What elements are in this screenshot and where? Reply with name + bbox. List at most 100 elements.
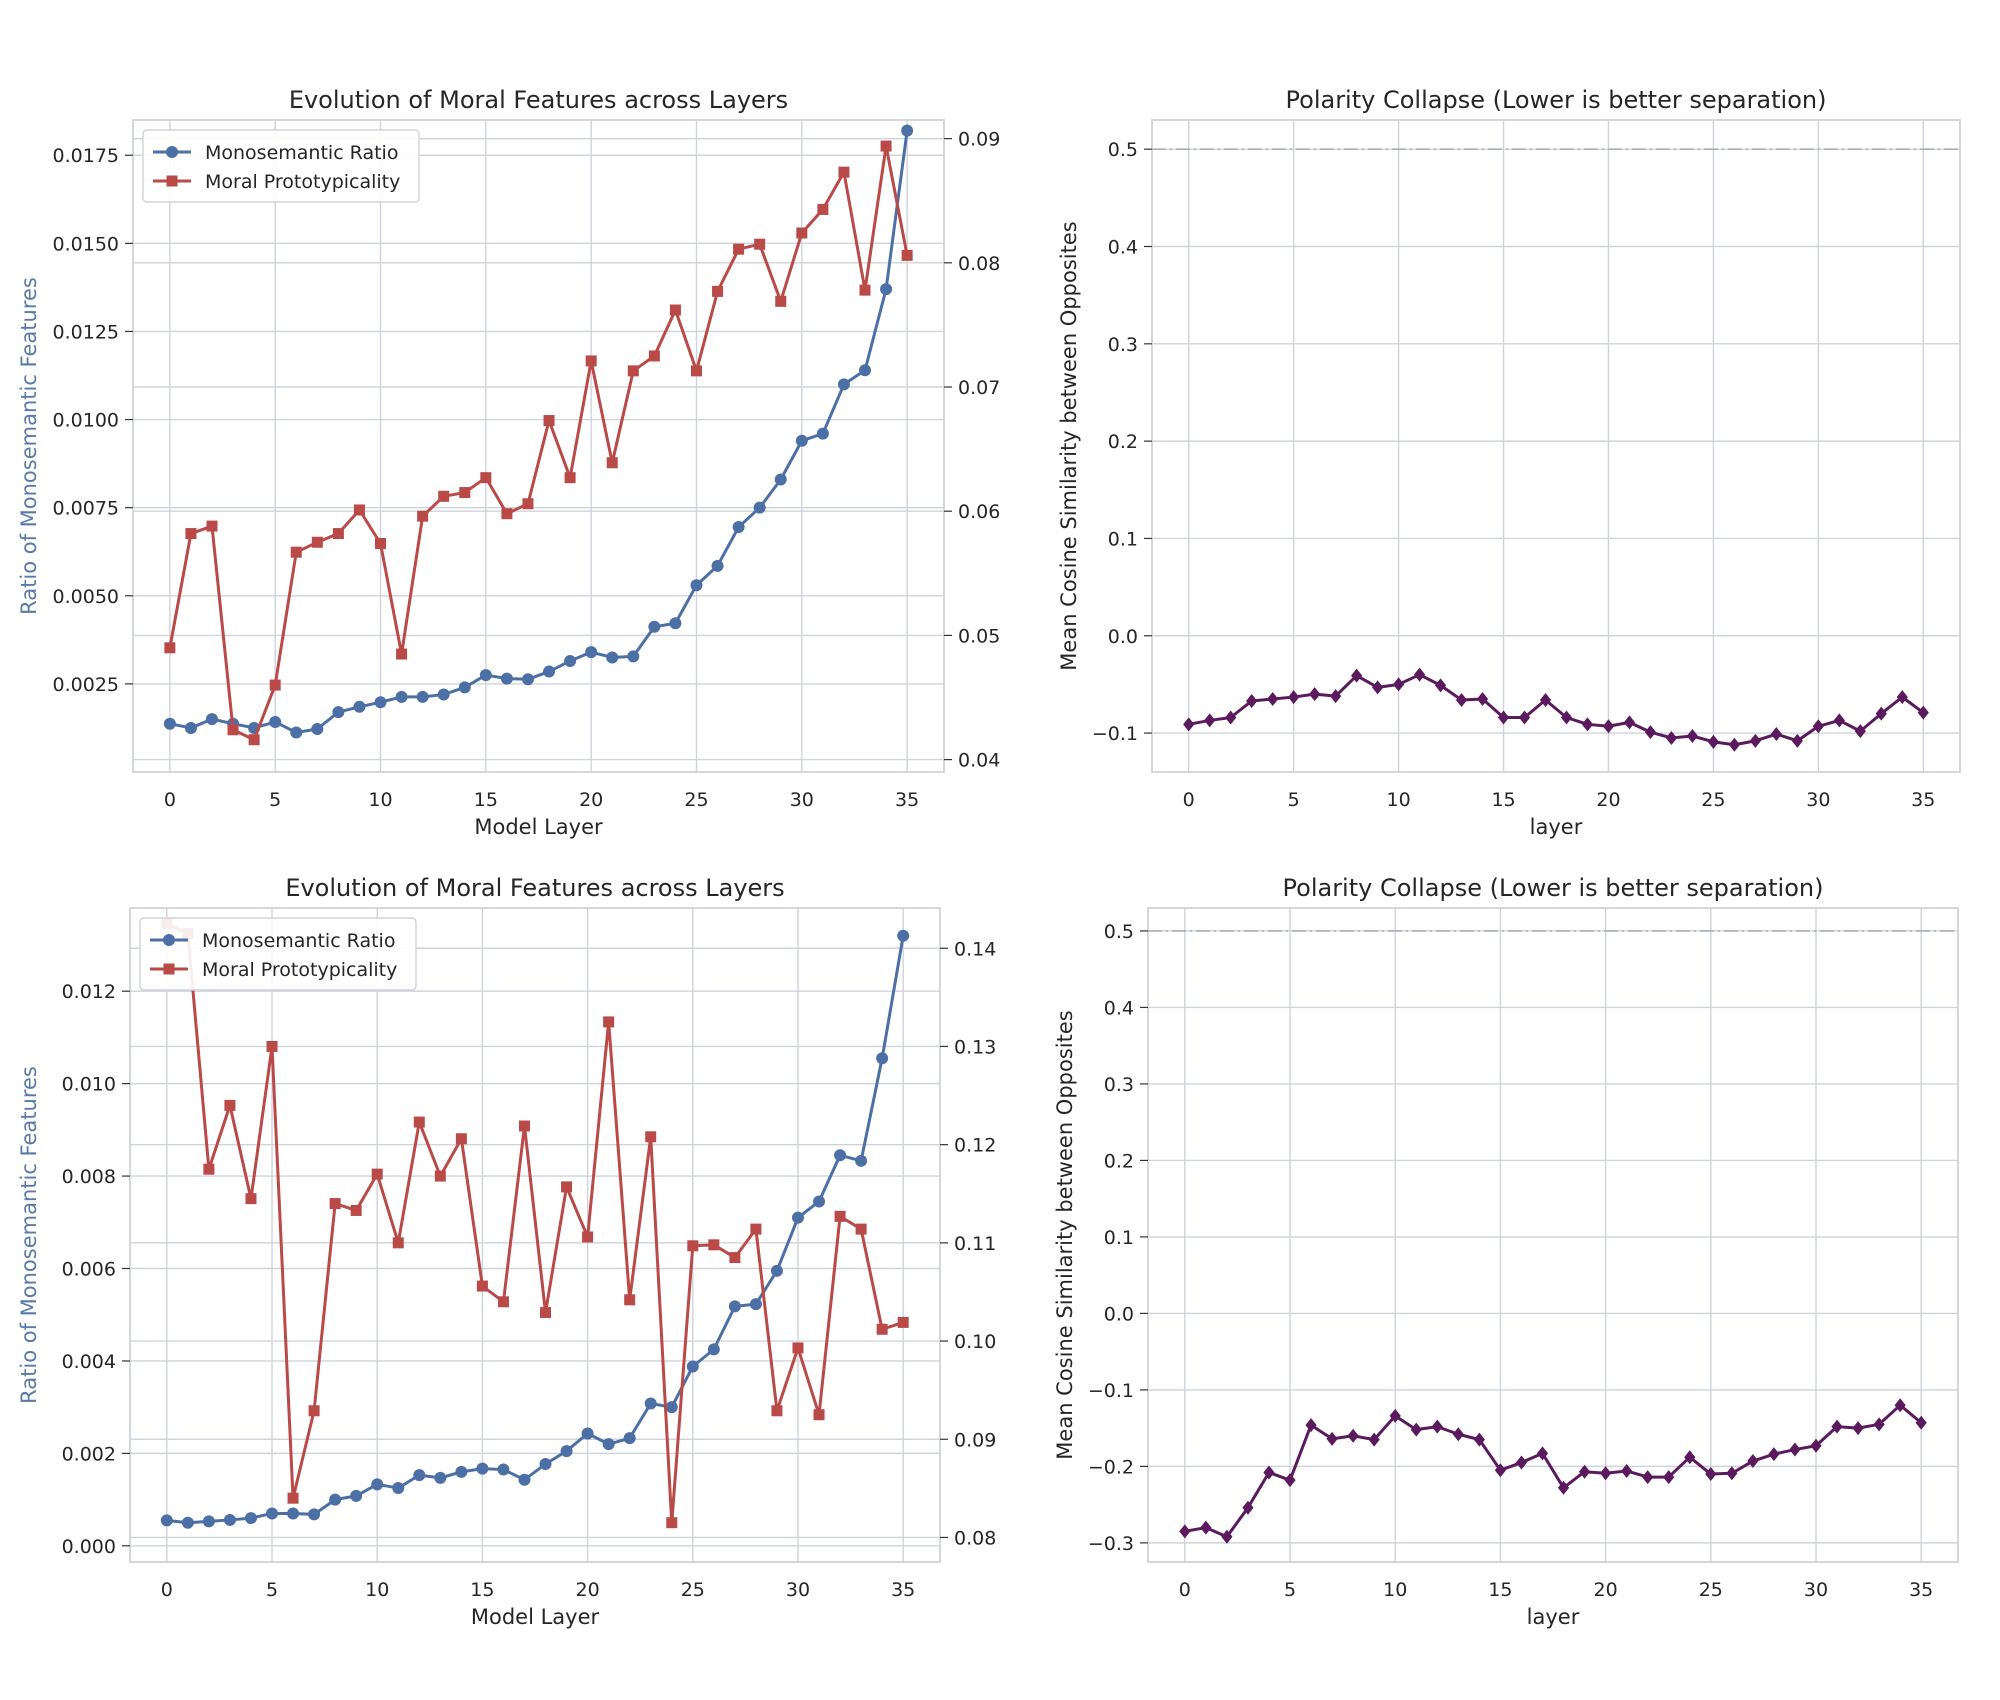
data-point bbox=[624, 1294, 636, 1306]
data-point bbox=[1644, 725, 1657, 740]
y-right-tick-label: 0.13 bbox=[954, 1036, 996, 1058]
y-tick-label: 0.0025 bbox=[53, 674, 119, 696]
data-point bbox=[332, 706, 345, 719]
data-point bbox=[753, 501, 766, 514]
data-point bbox=[1873, 1417, 1885, 1432]
data-point bbox=[350, 1204, 362, 1216]
data-point bbox=[540, 1307, 552, 1319]
data-point bbox=[838, 166, 850, 178]
y-tick-label: 0.0150 bbox=[53, 233, 119, 255]
data-point bbox=[1326, 1431, 1338, 1446]
data-point bbox=[1284, 1473, 1296, 1488]
grid bbox=[133, 120, 944, 772]
data-point bbox=[1770, 727, 1782, 742]
data-point bbox=[539, 1458, 552, 1471]
data-point bbox=[585, 355, 597, 367]
x-tick-label: 35 bbox=[1909, 1579, 1933, 1601]
data-point bbox=[771, 1405, 783, 1417]
x-tick-label: 5 bbox=[1288, 789, 1300, 811]
data-point bbox=[754, 238, 766, 250]
data-point bbox=[603, 1016, 615, 1028]
data-point bbox=[437, 688, 450, 701]
data-point bbox=[392, 1482, 405, 1495]
plot-frame bbox=[132, 119, 945, 773]
data-point bbox=[203, 1163, 215, 1175]
data-point bbox=[1768, 1447, 1780, 1462]
x-tick-label: 10 bbox=[368, 789, 392, 811]
y-tick-label: 0.0 bbox=[1104, 1303, 1134, 1325]
data-point bbox=[266, 1507, 279, 1520]
data-point bbox=[582, 1231, 594, 1243]
data-point bbox=[648, 620, 661, 633]
legend-label: Monosemantic Ratio bbox=[202, 930, 395, 952]
x-tick-label: 25 bbox=[1699, 1579, 1723, 1601]
data-point bbox=[480, 472, 492, 484]
data-point bbox=[458, 681, 471, 694]
data-point bbox=[396, 648, 408, 660]
data-point bbox=[1431, 1419, 1443, 1434]
x-axis-label: layer bbox=[1530, 815, 1583, 839]
data-point bbox=[438, 490, 450, 502]
data-point bbox=[353, 504, 365, 516]
x-tick-label: 15 bbox=[470, 1579, 494, 1601]
y-tick-label: 0.2 bbox=[1108, 431, 1138, 453]
data-point bbox=[1368, 1432, 1380, 1447]
data-point bbox=[1389, 1408, 1401, 1423]
y-tick-label: 0.0075 bbox=[53, 498, 119, 520]
plot-frame bbox=[1151, 119, 1961, 773]
y-right-tick-label: 0.08 bbox=[954, 1527, 996, 1549]
data-point bbox=[1452, 1427, 1464, 1442]
data-point bbox=[455, 1133, 467, 1145]
data-point bbox=[1413, 667, 1426, 682]
x-axis-label: layer bbox=[1527, 1605, 1580, 1629]
x-tick-label: 15 bbox=[1488, 1579, 1512, 1601]
x-tick-label: 35 bbox=[895, 789, 919, 811]
x-tick-label: 10 bbox=[365, 1579, 389, 1601]
data-point bbox=[775, 295, 787, 307]
y-axis-label-left: Ratio of Monosemantic Features bbox=[17, 1066, 41, 1404]
data-point bbox=[1749, 733, 1761, 748]
data-point bbox=[817, 203, 829, 215]
data-point bbox=[1728, 737, 1740, 752]
y-tick-label: −0.1 bbox=[1088, 1380, 1134, 1402]
x-tick-label: 30 bbox=[1804, 1579, 1828, 1601]
data-point bbox=[329, 1198, 341, 1210]
x-tick-label: 25 bbox=[681, 1579, 705, 1601]
grid bbox=[130, 908, 940, 1562]
legend-label: Moral Prototypicality bbox=[205, 171, 400, 193]
data-point bbox=[455, 1465, 468, 1478]
data-point bbox=[581, 1427, 594, 1440]
data-point bbox=[1726, 1466, 1738, 1481]
data-point bbox=[434, 1170, 446, 1182]
x-tick-label: 35 bbox=[1911, 789, 1935, 811]
data-point bbox=[311, 536, 323, 548]
data-point bbox=[1539, 692, 1552, 707]
y-tick-label: 0.4 bbox=[1108, 237, 1138, 259]
y-tick-label: 0.0 bbox=[1108, 626, 1138, 648]
legend-swatch-marker bbox=[163, 963, 175, 975]
data-point bbox=[750, 1223, 762, 1235]
data-point bbox=[522, 498, 534, 510]
data-point bbox=[855, 1223, 867, 1235]
data-point bbox=[1515, 1455, 1528, 1470]
data-point bbox=[1623, 715, 1636, 730]
y-tick-label: 0.0050 bbox=[53, 586, 119, 608]
data-point bbox=[223, 1513, 236, 1526]
data-point bbox=[371, 1478, 384, 1491]
x-tick-label: 5 bbox=[1284, 1579, 1296, 1601]
y-tick-label: 0.0100 bbox=[53, 410, 119, 432]
chart-polarity-collapse-bottom-svg: 0 5 10 15 20 25 30 35 −0.3 −0.2 −0.1 0.0 0.1 0.2 0.3 0.… bbox=[1053, 874, 1959, 1629]
legend-swatch-marker bbox=[163, 934, 175, 946]
data-point bbox=[1204, 713, 1216, 728]
data-point bbox=[521, 673, 534, 686]
data-point bbox=[1875, 706, 1887, 721]
series-cosine-similarity bbox=[1179, 1398, 1927, 1544]
data-point bbox=[181, 1516, 194, 1529]
data-point bbox=[184, 721, 197, 734]
data-point bbox=[711, 559, 724, 572]
data-point bbox=[224, 1099, 236, 1111]
data-point bbox=[413, 1116, 425, 1128]
chart-title: Polarity Collapse (Lower is better separ… bbox=[1286, 86, 1827, 114]
data-point bbox=[1536, 1446, 1549, 1461]
y-tick-label: 0.5 bbox=[1104, 921, 1134, 943]
